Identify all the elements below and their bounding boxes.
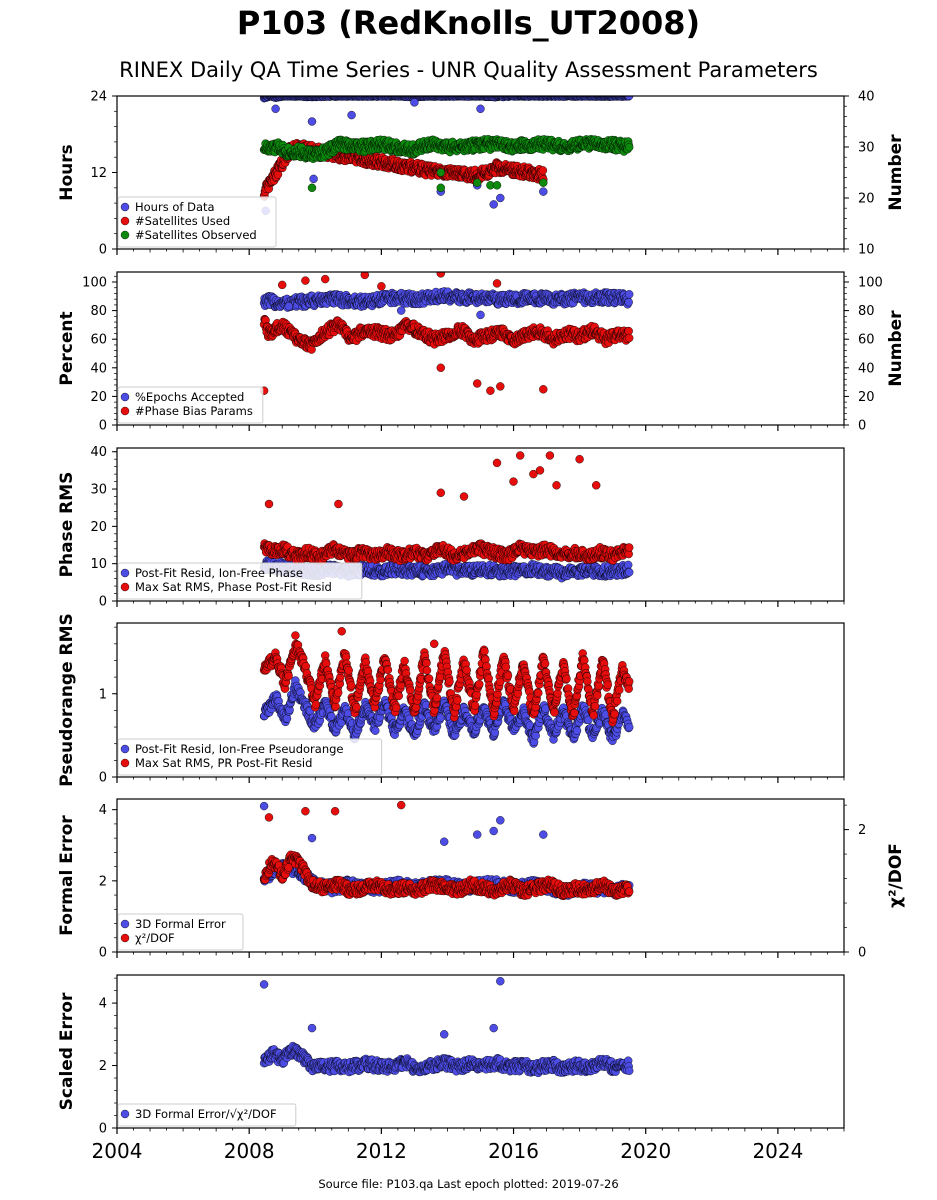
data-point	[492, 181, 502, 190]
data-point	[489, 200, 498, 209]
legend-box	[117, 196, 277, 248]
legend-percent: %Epochs Accepted#Phase Bias Params	[117, 386, 264, 424]
data-point	[476, 104, 485, 114]
y-tick-label: 0	[99, 243, 107, 258]
legend-label: %Epochs Accepted	[135, 390, 244, 404]
y-right-tick-label: 30	[858, 141, 875, 156]
data-point	[625, 333, 634, 343]
data-point	[496, 382, 505, 391]
y-tick-label: 40	[90, 361, 107, 376]
y-right-tick-label: 100	[858, 276, 883, 291]
data-point	[436, 168, 445, 177]
data-point	[476, 310, 485, 320]
y-right-tick-label: 10	[858, 243, 875, 258]
data-point	[284, 302, 293, 311]
data-point	[301, 276, 310, 285]
data-point	[397, 306, 406, 315]
data-points-hours	[259, 96, 634, 216]
data-point	[410, 98, 419, 107]
y-right-tick-label: 60	[858, 333, 875, 348]
data-point	[436, 272, 445, 278]
data-point	[307, 183, 317, 193]
data-point	[278, 280, 287, 290]
legend-hours: Hours of Data#Satellites Used#Satellites…	[117, 196, 277, 248]
legend-marker	[120, 202, 130, 212]
data-point	[360, 272, 369, 280]
y-tick-label: 0	[99, 419, 107, 434]
series-percent-0	[259, 287, 634, 320]
y-right-tick-label: 20	[858, 192, 875, 207]
data-point	[473, 178, 482, 187]
y-tick-label: 20	[90, 390, 107, 405]
series-percent-1	[259, 272, 634, 395]
data-point	[377, 282, 386, 291]
legend-label: Hours of Data	[135, 200, 215, 214]
y-right-tick-label: 20	[858, 390, 875, 405]
y-tick-label: 60	[90, 333, 107, 348]
series-hours-2	[259, 134, 634, 193]
legend-marker	[120, 216, 130, 226]
data-point	[624, 298, 633, 307]
data-point	[307, 117, 317, 126]
data-point	[539, 178, 548, 187]
data-point	[625, 142, 634, 152]
data-point	[307, 345, 316, 354]
series-phase_rms-1	[259, 451, 634, 566]
y-right-tick-label: 0	[858, 419, 866, 434]
y-axis-label: Hours	[57, 144, 77, 201]
y-right-tick-label: 40	[858, 90, 875, 105]
y-right-tick-label: 80	[858, 304, 875, 319]
data-point	[538, 166, 548, 175]
data-point	[473, 379, 482, 388]
data-point	[625, 290, 634, 299]
data-point	[309, 174, 318, 184]
y-right-axis-label: Number	[886, 310, 906, 387]
data-points-percent	[259, 272, 634, 395]
y-tick-label: 24	[90, 90, 107, 105]
data-point	[347, 110, 356, 120]
data-point	[625, 96, 634, 100]
legend-marker	[120, 392, 130, 402]
data-point	[321, 274, 330, 284]
figure-subtitle: RINEX Daily QA Time Series - UNR Quality…	[119, 58, 818, 82]
y-axis-label: Percent	[57, 311, 77, 385]
data-point	[436, 183, 445, 193]
y-tick-label: 100	[82, 276, 107, 291]
legend-label: #Satellites Observed	[135, 228, 257, 242]
figure-title: P103 (RedKnolls_UT2008)	[236, 4, 701, 42]
legend-marker	[120, 406, 130, 416]
data-point	[539, 187, 548, 196]
data-point	[492, 279, 502, 288]
data-point	[271, 104, 280, 114]
data-point	[486, 386, 495, 395]
legend-marker	[120, 230, 130, 240]
panel-percent: 0 20 40 60 80 100 Percent 0 20 40 60 80 100 Number %Ep…	[57, 271, 906, 434]
y-right-axis-label: Number	[886, 134, 906, 211]
legend-label: #Phase Bias Params	[135, 404, 253, 418]
data-point	[625, 568, 634, 577]
data-point	[436, 363, 445, 372]
legend-box	[117, 386, 264, 424]
y-right-tick-label: 40	[858, 361, 875, 376]
y-tick-label: 12	[90, 166, 107, 181]
data-point	[496, 193, 505, 203]
data-point	[539, 385, 548, 394]
legend-label: #Satellites Used	[135, 214, 230, 228]
y-tick-label: 80	[90, 304, 107, 319]
